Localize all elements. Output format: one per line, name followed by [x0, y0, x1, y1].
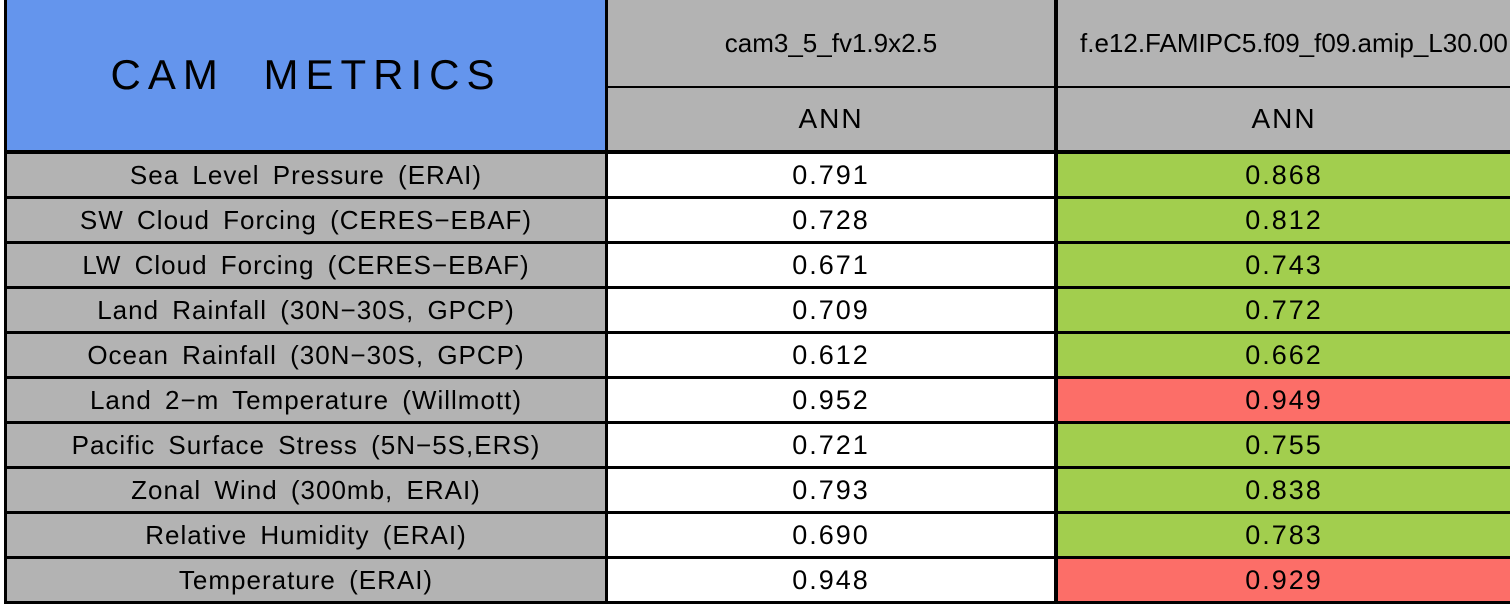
metric-value-col1: 0.793: [608, 469, 1058, 511]
metric-value-col2: 0.783: [1058, 514, 1510, 556]
metric-label: Zonal Wind (300mb, ERAI): [7, 469, 608, 511]
table-row: Sea Level Pressure (ERAI) 0.791 0.868: [7, 154, 1510, 199]
metric-value-col2: 0.838: [1058, 469, 1510, 511]
metric-value-col2: 0.755: [1058, 424, 1510, 466]
column-header-model-2: f.e12.FAMIPC5.f09_f09.amip_L30.00: [1058, 0, 1510, 88]
metric-value-col1: 0.721: [608, 424, 1058, 466]
metric-value-col1: 0.671: [608, 244, 1058, 286]
metric-value-col2: 0.949: [1058, 379, 1510, 421]
metric-label: Temperature (ERAI): [7, 559, 608, 601]
cam-metrics-table: CAM METRICS cam3_5_fv1.9x2.5 f.e12.FAMIP…: [4, 0, 1510, 604]
table-title: CAM METRICS: [7, 0, 608, 150]
metric-label: Relative Humidity (ERAI): [7, 514, 608, 556]
metric-value-col2: 0.662: [1058, 334, 1510, 376]
table-row: Temperature (ERAI) 0.948 0.929: [7, 559, 1510, 604]
table-row: Pacific Surface Stress (5N−5S,ERS) 0.721…: [7, 424, 1510, 469]
table-row: Land 2−m Temperature (Willmott) 0.952 0.…: [7, 379, 1510, 424]
table-row: Land Rainfall (30N−30S, GPCP) 0.709 0.77…: [7, 289, 1510, 334]
table-row: Zonal Wind (300mb, ERAI) 0.793 0.838: [7, 469, 1510, 514]
metric-label: Ocean Rainfall (30N−30S, GPCP): [7, 334, 608, 376]
table-row: LW Cloud Forcing (CERES−EBAF) 0.671 0.74…: [7, 244, 1510, 289]
metric-value-col2: 0.812: [1058, 199, 1510, 241]
header-divider: [7, 150, 1510, 154]
metric-value-col1: 0.728: [608, 199, 1058, 241]
column-subheader-season-1: ANN: [608, 88, 1058, 150]
metric-value-col2: 0.929: [1058, 559, 1510, 601]
metric-value-col1: 0.612: [608, 334, 1058, 376]
metric-value-col1: 0.791: [608, 154, 1058, 196]
table-header: CAM METRICS cam3_5_fv1.9x2.5 f.e12.FAMIP…: [7, 0, 1510, 150]
metric-label: Land Rainfall (30N−30S, GPCP): [7, 289, 608, 331]
metric-value-col1: 0.948: [608, 559, 1058, 601]
metric-label: SW Cloud Forcing (CERES−EBAF): [7, 199, 608, 241]
metric-label: Land 2−m Temperature (Willmott): [7, 379, 608, 421]
metric-value-col2: 0.868: [1058, 154, 1510, 196]
metric-label: Pacific Surface Stress (5N−5S,ERS): [7, 424, 608, 466]
metric-value-col2: 0.743: [1058, 244, 1510, 286]
column-header-model-1: cam3_5_fv1.9x2.5: [608, 0, 1058, 88]
column-subheader-season-2: ANN: [1058, 88, 1510, 150]
metric-label: LW Cloud Forcing (CERES−EBAF): [7, 244, 608, 286]
table-row: Ocean Rainfall (30N−30S, GPCP) 0.612 0.6…: [7, 334, 1510, 379]
table-row: SW Cloud Forcing (CERES−EBAF) 0.728 0.81…: [7, 199, 1510, 244]
table-row: Relative Humidity (ERAI) 0.690 0.783: [7, 514, 1510, 559]
metric-value-col2: 0.772: [1058, 289, 1510, 331]
metric-label: Sea Level Pressure (ERAI): [7, 154, 608, 196]
metric-value-col1: 0.952: [608, 379, 1058, 421]
metric-value-col1: 0.690: [608, 514, 1058, 556]
metric-value-col1: 0.709: [608, 289, 1058, 331]
